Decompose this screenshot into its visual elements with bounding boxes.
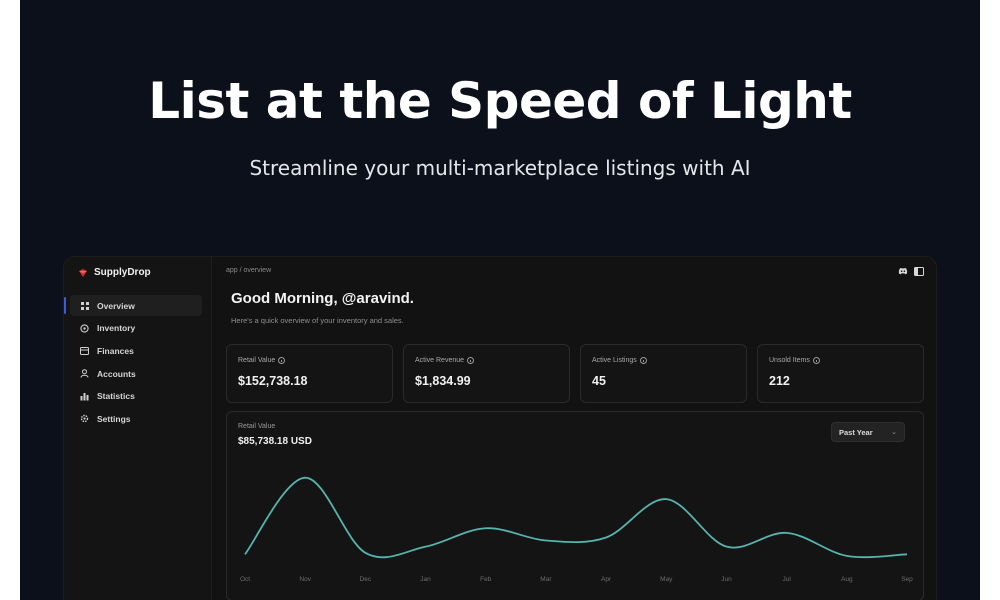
sidebar-item-finances[interactable]: Finances [70, 340, 202, 361]
info-icon[interactable] [278, 357, 286, 364]
stat-card-retail-value: Retail Value $152,738.18 [226, 344, 393, 403]
x-tick-label: Jun [721, 576, 732, 583]
hero-subtitle: Streamline your multi-marketplace listin… [249, 156, 751, 180]
x-tick-label: Nov [299, 576, 311, 583]
period-select[interactable]: Past Year ⌄ [831, 422, 905, 442]
retail-value-chart-card: Retail Value $85,738.18 USD Past Year ⌄ … [226, 411, 924, 600]
card-icon [80, 346, 89, 355]
gear-icon [80, 414, 89, 423]
info-icon[interactable] [812, 357, 820, 364]
sidebar-item-label: Inventory [97, 323, 136, 334]
app-window: SupplyDrop Overview Inventory [63, 256, 937, 600]
chart-label: Retail Value [238, 423, 276, 430]
x-tick-label: Jul [782, 576, 791, 583]
x-tick-label: May [660, 576, 673, 583]
breadcrumb[interactable]: app / overview [226, 267, 272, 274]
stat-label-wrap: Active Revenue [415, 357, 475, 364]
series-line [244, 476, 908, 559]
brand[interactable]: SupplyDrop [78, 267, 151, 278]
stat-label-wrap: Unsold Items [769, 357, 820, 364]
sidebar-item-label: Finances [97, 345, 134, 356]
chart-icon [80, 392, 89, 401]
x-tick-label: Mar [540, 576, 552, 583]
stat-card-unsold-items: Unsold Items 212 [757, 344, 924, 403]
grid-icon [80, 301, 89, 310]
stat-label: Active Revenue [415, 357, 465, 364]
sidebar-toggle-icon[interactable] [914, 266, 924, 276]
x-tick-label: Jan [420, 576, 431, 583]
info-icon[interactable] [467, 357, 475, 364]
line-chart: Oct Nov Dec Jan Feb Mar Apr May Jun Jul Aug Sep [240, 476, 913, 583]
hero-background: List at the Speed of Light Streamline yo… [20, 0, 980, 600]
chevron-down-icon: ⌄ [891, 429, 897, 436]
box-icon [80, 324, 89, 333]
stat-value: 45 [592, 374, 606, 388]
chart-value: $85,738.18 USD [238, 436, 312, 447]
x-tick-label: Dec [360, 576, 372, 583]
x-tick-label: Aug [841, 576, 853, 583]
page-subtitle: Here's a quick overview of your inventor… [231, 316, 404, 325]
stat-card-active-revenue: Active Revenue $1,834.99 [403, 344, 570, 403]
stat-card-active-listings: Active Listings 45 [580, 344, 747, 403]
period-select-value: Past Year [839, 427, 873, 437]
stat-value: 212 [769, 374, 790, 388]
stat-value: $1,834.99 [415, 374, 471, 388]
sidebar-item-statistics[interactable]: Statistics [70, 386, 202, 407]
stat-label-wrap: Active Listings [592, 357, 647, 364]
page-title: Good Morning, @aravind. [231, 290, 414, 307]
x-tick-label: Sep [901, 576, 913, 583]
sidebar-item-label: Accounts [97, 368, 136, 379]
sidebar: SupplyDrop Overview Inventory [64, 257, 212, 600]
x-tick-label: Apr [601, 576, 612, 583]
info-icon[interactable] [639, 357, 647, 364]
stat-value: $152,738.18 [238, 374, 308, 388]
active-indicator [64, 297, 66, 314]
hero-title: List at the Speed of Light [148, 72, 852, 130]
stat-label: Retail Value [238, 357, 276, 364]
sidebar-item-accounts[interactable]: Accounts [70, 363, 202, 384]
stat-label: Unsold Items [769, 357, 810, 364]
x-tick-label: Oct [240, 576, 250, 583]
x-tick-label: Feb [480, 576, 492, 583]
brand-name: SupplyDrop [94, 267, 151, 278]
sidebar-item-inventory[interactable]: Inventory [70, 318, 202, 339]
sidebar-item-label: Statistics [97, 391, 135, 402]
brand-logo-icon [79, 268, 87, 277]
sidebar-item-settings[interactable]: Settings [70, 408, 202, 429]
sidebar-item-label: Settings [97, 413, 131, 424]
stat-label: Active Listings [592, 357, 637, 364]
sidebar-nav: Overview Inventory Finances [64, 295, 202, 431]
sidebar-item-overview[interactable]: Overview [64, 295, 202, 316]
topbar-icons [898, 266, 924, 276]
sidebar-item-label: Overview [97, 300, 135, 311]
stat-label-wrap: Retail Value [238, 357, 286, 364]
discord-icon[interactable] [898, 266, 908, 276]
user-icon [80, 369, 89, 378]
main-content: app / overview Good Morning, @aravind. H… [212, 257, 936, 600]
